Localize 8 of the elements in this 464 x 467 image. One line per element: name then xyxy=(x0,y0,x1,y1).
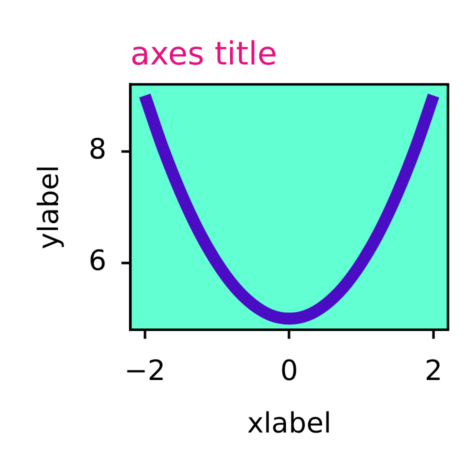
x-tick-label: −2 xyxy=(124,354,166,387)
x-tick-label: 2 xyxy=(424,354,442,387)
x-axis-title: xlabel xyxy=(247,406,332,440)
y-axis-title: ylabel xyxy=(32,164,66,250)
x-tick-label: 0 xyxy=(280,354,298,387)
y-tick-label: 8 xyxy=(88,132,106,166)
chart-title: axes title xyxy=(130,34,278,73)
y-tick-label: 6 xyxy=(88,244,106,278)
